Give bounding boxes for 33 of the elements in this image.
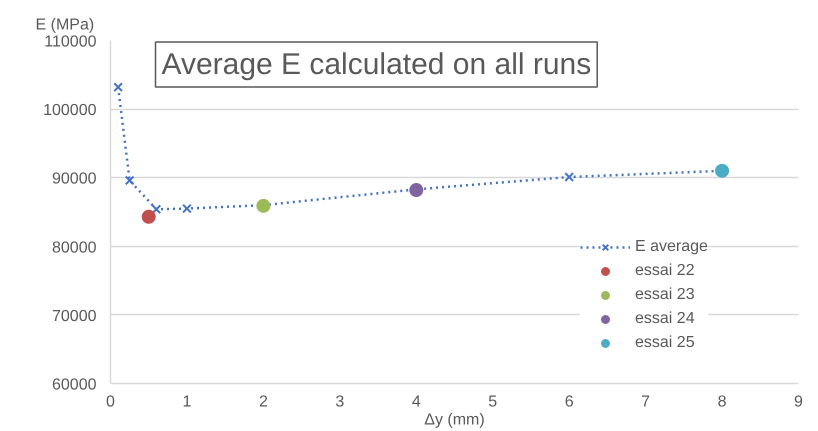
y-tick-label: 80000: [52, 239, 97, 256]
x-tick-label: 9: [794, 394, 804, 410]
legend-label: essai 23: [635, 286, 695, 304]
point: [409, 183, 424, 198]
legend-label: essai 25: [635, 334, 695, 352]
x-tick-label: 8: [718, 394, 727, 410]
point: [182, 204, 192, 214]
y-tick-label: 70000: [52, 308, 97, 325]
point: [256, 198, 270, 213]
y-axis-title: E (MPa): [36, 16, 94, 34]
y-tick-label: 60000: [52, 376, 97, 394]
x-tick-label: 2: [258, 394, 268, 410]
y-tick-label: 90000: [52, 170, 97, 188]
x-axis-title: Δy (mm): [424, 412, 485, 428]
x-tick-label: 4: [412, 394, 421, 410]
point: [113, 82, 124, 92]
x-tick-label: 5: [488, 394, 498, 410]
x-tick-label: 3: [335, 394, 344, 410]
point: [142, 210, 156, 224]
point: [715, 164, 730, 178]
chart-title: Average E calculated on all runs: [162, 48, 592, 81]
point: [124, 176, 134, 186]
x-tick-label: 1: [182, 394, 192, 410]
point: [564, 172, 574, 182]
x-tick-label: 6: [564, 394, 574, 410]
legend-label: essai 24: [635, 310, 695, 328]
legend-label: essai 22: [635, 262, 695, 280]
y-tick-label: 110000: [44, 34, 97, 50]
y-tick-label: 100000: [43, 102, 97, 120]
x-tick-label: 0: [106, 394, 116, 410]
point: [151, 204, 162, 214]
x-tick-label: 7: [641, 394, 650, 410]
legend-label: E average: [635, 238, 708, 256]
